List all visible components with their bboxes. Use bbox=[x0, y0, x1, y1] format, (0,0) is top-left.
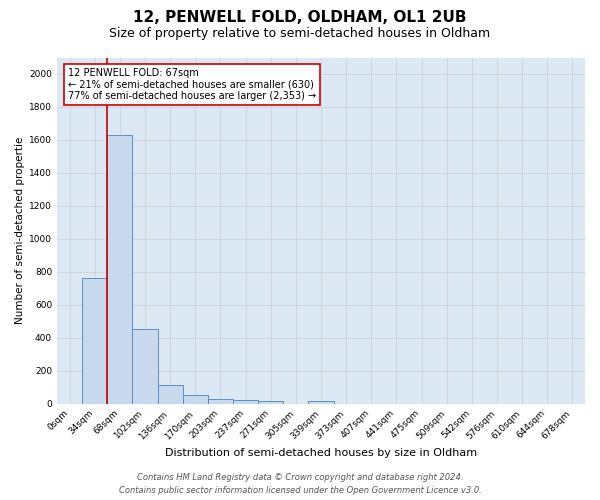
Text: Contains HM Land Registry data © Crown copyright and database right 2024.
Contai: Contains HM Land Registry data © Crown c… bbox=[119, 474, 481, 495]
Bar bbox=[107, 135, 133, 404]
Bar bbox=[183, 396, 208, 404]
Bar bbox=[133, 330, 158, 404]
X-axis label: Distribution of semi-detached houses by size in Oldham: Distribution of semi-detached houses by … bbox=[165, 448, 477, 458]
Bar bbox=[82, 278, 107, 404]
Bar bbox=[233, 400, 258, 404]
Bar bbox=[258, 401, 283, 404]
Bar bbox=[308, 401, 334, 404]
Y-axis label: Number of semi-detached propertie: Number of semi-detached propertie bbox=[15, 137, 25, 324]
Text: 12 PENWELL FOLD: 67sqm
← 21% of semi-detached houses are smaller (630)
77% of se: 12 PENWELL FOLD: 67sqm ← 21% of semi-det… bbox=[68, 68, 316, 101]
Text: 12, PENWELL FOLD, OLDHAM, OL1 2UB: 12, PENWELL FOLD, OLDHAM, OL1 2UB bbox=[133, 10, 467, 25]
Bar bbox=[208, 398, 233, 404]
Text: Size of property relative to semi-detached houses in Oldham: Size of property relative to semi-detach… bbox=[109, 28, 491, 40]
Bar bbox=[158, 386, 183, 404]
